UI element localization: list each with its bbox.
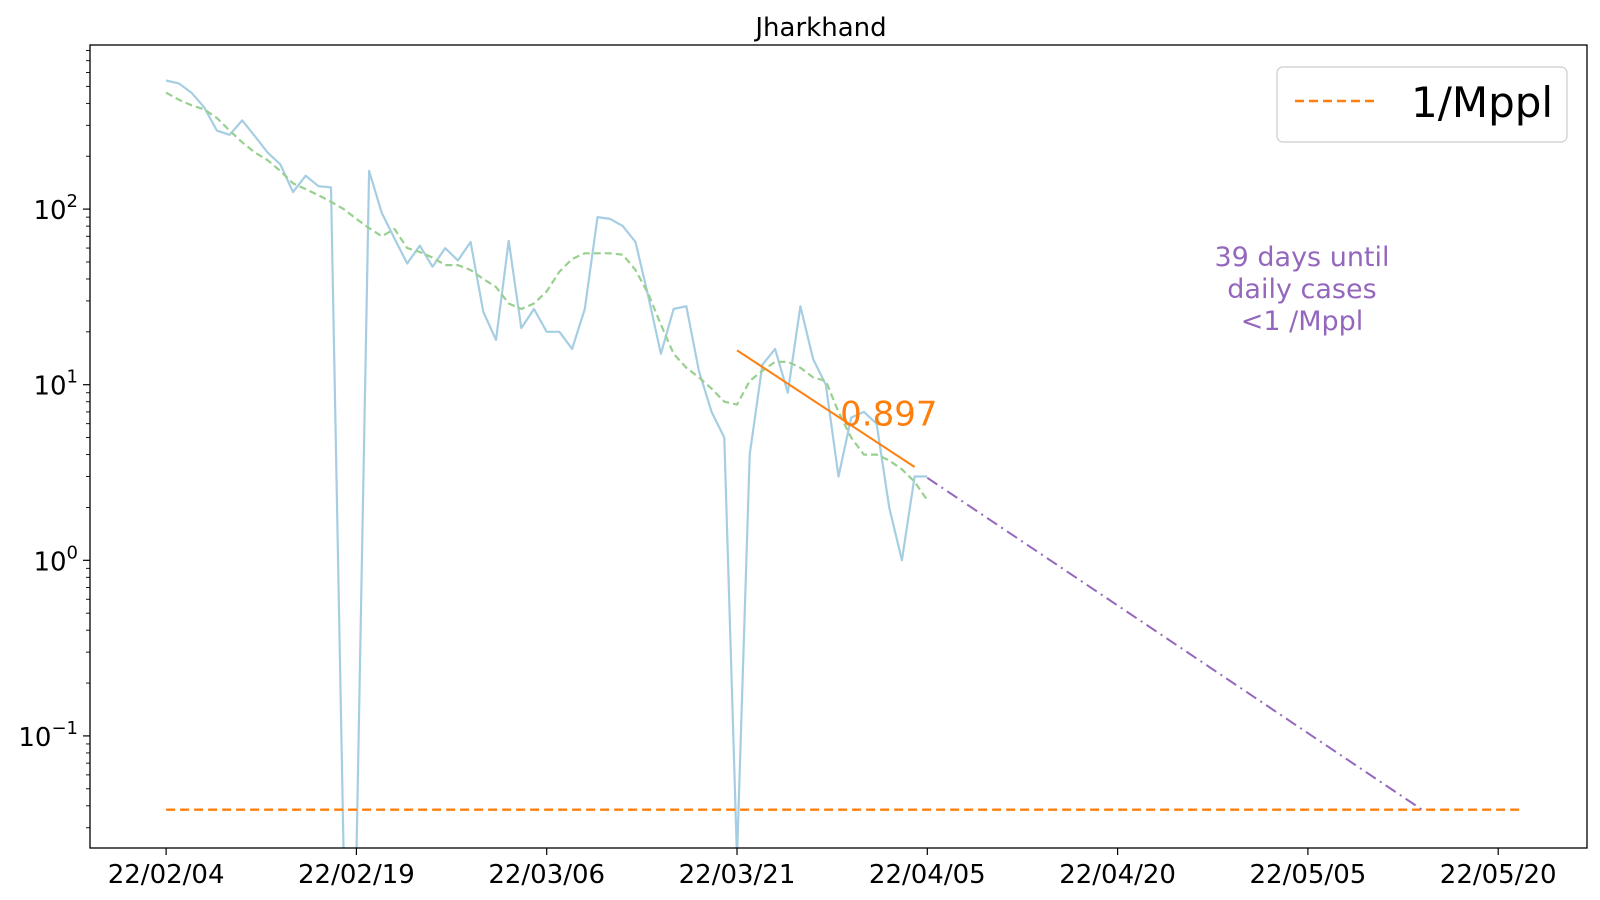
x-tick-label: 22/02/04 [108,860,225,890]
fit-line [736,349,916,468]
plot-frame [89,44,1588,849]
series-group [165,79,1524,848]
chart-title: Jharkhand [753,13,886,43]
projection-line [926,476,1423,811]
y-tick-label: 101 [33,367,78,402]
axes: 22/02/04 22/02/19 22/03/06 22/03/21 22/04/05… [18,44,1588,890]
annotation-line: <1 /Mppl [1241,306,1364,337]
annotation-line: daily cases [1227,274,1376,305]
legend-box [1276,66,1568,143]
legend: 1/Mppl [1276,66,1568,143]
y-tick-label: 100 [33,542,78,577]
y-tick-label: 10−1 [18,718,78,753]
decay-rate-label: 0.897 [840,395,937,435]
smoothed-series-line [165,91,929,501]
annotation-line: 39 days until [1214,242,1389,273]
daily-cases-line [165,79,928,848]
x-tick-label: 22/04/05 [869,860,986,890]
x-tick-label: 22/05/20 [1440,860,1557,890]
x-tick-label: 22/05/05 [1250,860,1367,890]
x-tick-label: 22/04/20 [1059,860,1176,890]
x-tick-label: 22/02/19 [298,860,415,890]
x-tick-label: 22/03/21 [679,860,796,890]
plot-area [165,79,1524,848]
legend-label: 1/Mppl [1411,78,1553,127]
y-tick-label: 102 [33,191,78,226]
x-tick-label: 22/03/06 [488,860,605,890]
